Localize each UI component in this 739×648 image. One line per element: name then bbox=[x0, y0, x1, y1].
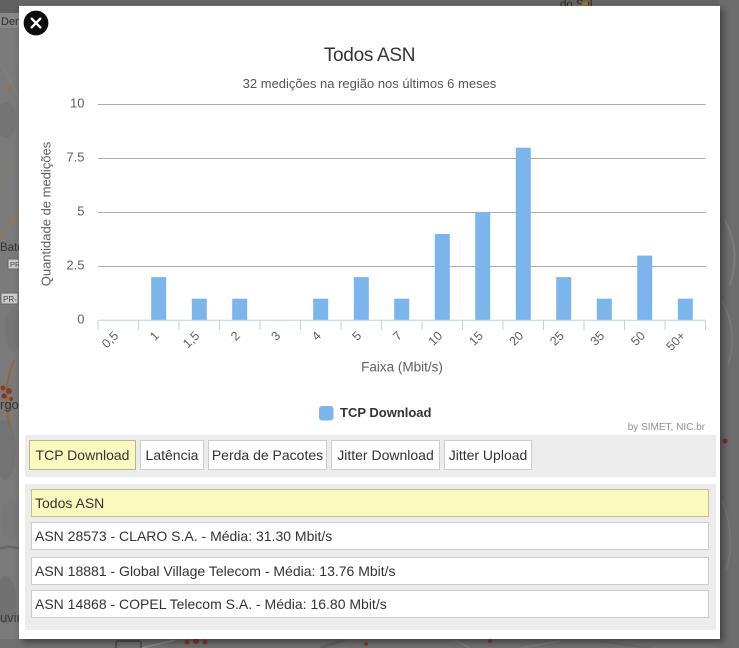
svg-text:10: 10 bbox=[426, 329, 446, 349]
svg-text:2: 2 bbox=[228, 329, 243, 344]
svg-text:1,5: 1,5 bbox=[180, 329, 202, 351]
svg-text:5: 5 bbox=[77, 204, 84, 219]
svg-text:5: 5 bbox=[350, 329, 365, 344]
svg-text:50+: 50+ bbox=[663, 329, 688, 354]
svg-text:Den: Den bbox=[1, 16, 21, 28]
svg-text:7: 7 bbox=[390, 329, 405, 344]
svg-text:10: 10 bbox=[70, 96, 84, 111]
svg-text:3: 3 bbox=[269, 329, 284, 344]
svg-text:do Sul: do Sul bbox=[560, 0, 593, 11]
svg-text:2.5: 2.5 bbox=[66, 258, 84, 273]
svg-text:50: 50 bbox=[628, 329, 648, 349]
svg-text:PR: PR bbox=[10, 260, 21, 269]
svg-text:TCP Download: TCP Download bbox=[340, 405, 432, 420]
svg-text:7.5: 7.5 bbox=[66, 150, 84, 165]
svg-text:Bate: Bate bbox=[0, 242, 24, 254]
svg-text:15: 15 bbox=[466, 329, 486, 349]
svg-text:0: 0 bbox=[77, 311, 84, 326]
svg-text:4: 4 bbox=[309, 329, 324, 344]
svg-text:35: 35 bbox=[588, 329, 608, 349]
svg-text:1: 1 bbox=[147, 329, 162, 344]
svg-text:25: 25 bbox=[547, 329, 567, 349]
svg-text:by SIMET, NIC.br: by SIMET, NIC.br bbox=[628, 422, 706, 433]
svg-text:PR-: PR- bbox=[3, 295, 17, 304]
svg-text:0,5: 0,5 bbox=[99, 329, 121, 351]
svg-text:20: 20 bbox=[507, 329, 527, 349]
svg-text:Quantidade de medições: Quantidade de medições bbox=[39, 141, 54, 286]
svg-text:Faixa (Mbit/s): Faixa (Mbit/s) bbox=[361, 360, 443, 375]
svg-text:rgo: rgo bbox=[0, 397, 19, 412]
